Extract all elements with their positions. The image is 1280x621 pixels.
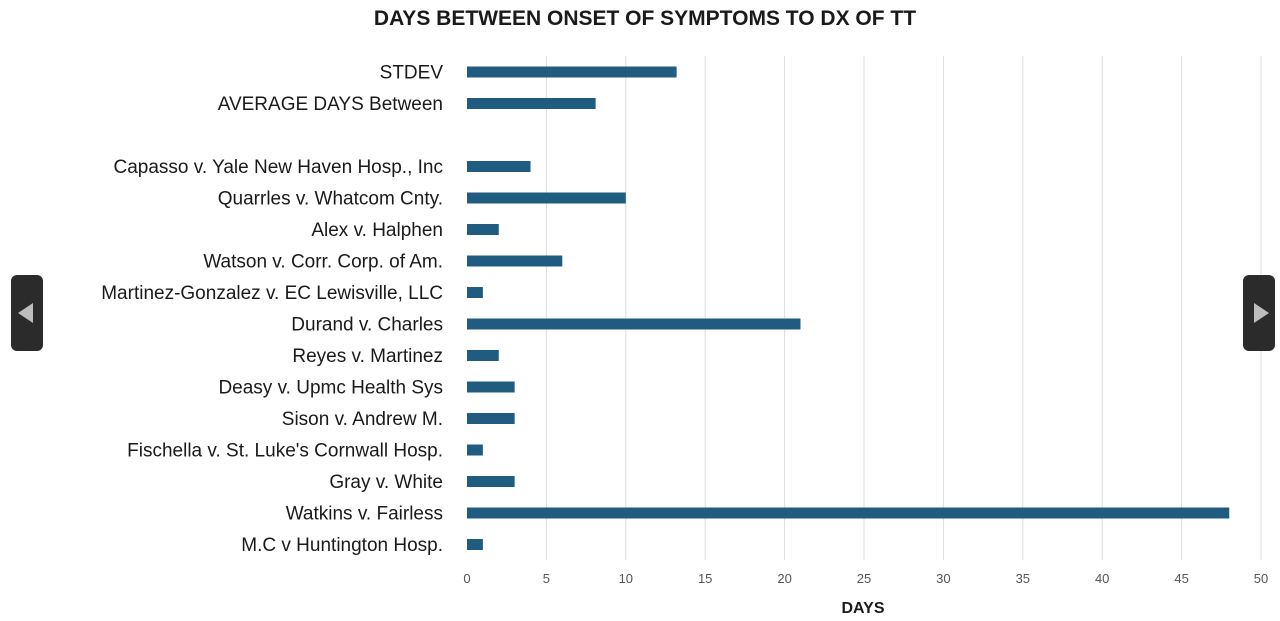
x-tick-label: 0 <box>463 571 470 586</box>
category-label: Fischella v. St. Luke's Cornwall Hosp. <box>127 441 443 462</box>
bar <box>467 381 515 393</box>
bar <box>467 192 626 204</box>
category-label: M.C v Huntington Hosp. <box>241 535 443 556</box>
bar <box>467 350 499 361</box>
category-label: Quarrles v. Whatcom Cnty. <box>218 189 443 210</box>
category-label: Sison v. Andrew M. <box>282 409 443 430</box>
previous-button[interactable] <box>11 275 43 351</box>
x-tick-label: 50 <box>1254 571 1268 586</box>
bars <box>467 66 1230 550</box>
x-tick-label: 10 <box>619 571 633 586</box>
bar <box>467 287 483 298</box>
chart-title: DAYS BETWEEN ONSET OF SYMPTOMS TO DX OF … <box>374 7 916 30</box>
bar <box>467 255 563 267</box>
category-label: Durand v. Charles <box>291 315 443 336</box>
category-label: AVERAGE DAYS Between <box>218 94 443 115</box>
bar <box>467 539 483 550</box>
next-button[interactable] <box>1243 275 1275 351</box>
category-label: Watkins v. Fairless <box>286 504 443 525</box>
x-tick-labels: 0 5 10 15 20 25 30 35 40 45 50 <box>463 571 1268 586</box>
x-tick-label: 15 <box>698 571 712 586</box>
chevron-right-icon <box>1253 303 1269 323</box>
category-labels: STDEV AVERAGE DAYS Between Capasso v. Yale… <box>101 63 443 557</box>
bar <box>467 507 1230 519</box>
category-label: Gray v. White <box>329 472 443 493</box>
x-axis-title: DAYS <box>842 600 885 617</box>
x-tick-label: 25 <box>857 571 871 586</box>
category-label: Deasy v. Upmc Health Sys <box>218 378 443 399</box>
category-label: Watson v. Corr. Corp. of Am. <box>203 252 443 273</box>
category-label: Alex v. Halphen <box>311 220 443 241</box>
bar <box>467 98 596 109</box>
bar <box>467 224 499 235</box>
category-label: STDEV <box>380 63 444 84</box>
x-tick-label: 35 <box>1016 571 1030 586</box>
bar <box>467 66 677 78</box>
category-label: Martinez-Gonzalez v. EC Lewisville, LLC <box>101 283 443 304</box>
x-tick-label: 5 <box>543 571 550 586</box>
chevron-left-icon <box>17 303 33 323</box>
bar <box>467 318 801 330</box>
bar <box>467 161 531 172</box>
x-tick-label: 20 <box>777 571 791 586</box>
bar <box>467 444 483 456</box>
bar <box>467 413 515 424</box>
x-tick-label: 45 <box>1174 571 1188 586</box>
category-label: Reyes v. Martinez <box>292 346 443 367</box>
category-label: Capasso v. Yale New Haven Hosp., Inc <box>114 157 444 178</box>
grid-lines <box>545 56 1262 560</box>
x-tick-label: 30 <box>936 571 950 586</box>
bar <box>467 476 515 487</box>
x-tick-label: 40 <box>1095 571 1109 586</box>
